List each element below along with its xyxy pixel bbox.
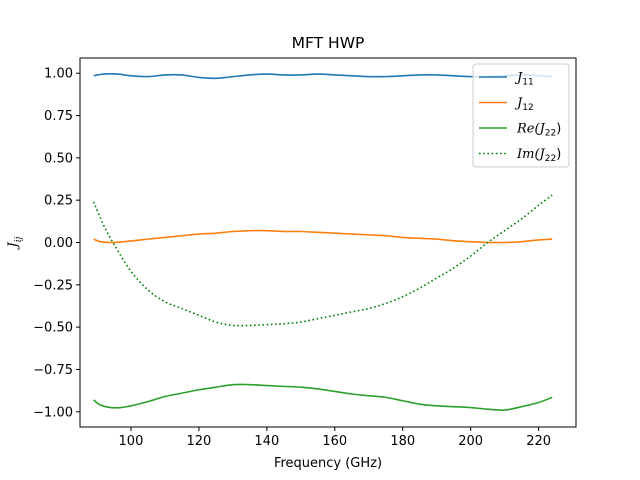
y-tick-label: 0.25 [44,194,73,209]
y-axis-label-sub: ij [14,236,24,242]
x-tick-label: 220 [526,434,551,449]
svg-text:Jij: Jij [6,236,24,250]
legend-label-1: J11 [514,71,534,88]
y-tick-label: 1.00 [44,67,73,82]
y-tick-label: 0.50 [44,151,73,166]
x-tick-label: 120 [186,434,211,449]
x-tick-label: 200 [458,434,483,449]
series-line-4 [92,194,553,327]
legend: J11 J12 Re(J22) Im(J22) [472,63,570,168]
legend-box [472,63,570,168]
y-axis-label: Jij [6,236,24,250]
y-tick-label: 0.75 [44,109,73,124]
legend-label-3: Re(J22) [516,122,561,139]
chart-title: MFT HWP [292,34,365,52]
legend-label-4: Im(J22) [516,147,561,164]
x-axis-label: Frequency (GHz) [274,456,382,471]
x-tick-label: 140 [254,434,279,449]
y-tick-label: −0.25 [33,278,73,293]
series-line-3 [93,383,553,411]
y-tick-label: 0.00 [44,236,73,251]
y-tick-label: −0.50 [33,321,73,336]
y-axis: 1.00 0.75 0.50 0.25 0.00 −0.25 −0.50 −0.75 −1.00 [33,67,80,420]
y-tick-label: −1.00 [33,405,73,420]
y-tick-label: −0.75 [33,363,73,378]
x-tick-label: 160 [322,434,347,449]
x-tick-label: 100 [119,434,144,449]
x-tick-label: 180 [390,434,415,449]
x-axis: 100 120 140 160 180 200 220 [119,427,551,449]
series-line-2 [93,229,553,244]
legend-label-2: J12 [514,96,534,113]
